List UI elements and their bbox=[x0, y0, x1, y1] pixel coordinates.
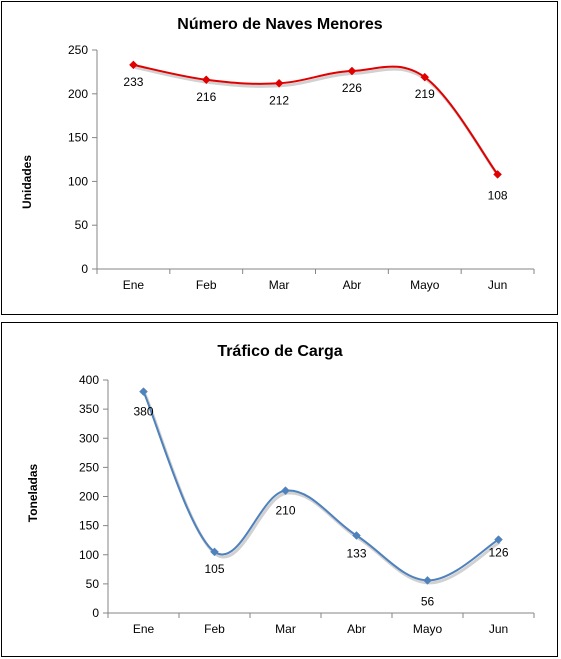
series-line bbox=[142, 391, 500, 582]
data-point bbox=[139, 387, 148, 397]
chart-trafico-carga: Tráfico de Carga Toneladas 0 50 100 150 200 2… bbox=[26, 343, 535, 636]
x-tick-label: Jun bbox=[488, 278, 507, 292]
data-point bbox=[493, 170, 502, 179]
x-tick-label: Abr bbox=[343, 278, 362, 292]
data-label: 108 bbox=[488, 188, 508, 202]
data-label: 233 bbox=[123, 75, 143, 89]
x-tick-label: Ene bbox=[123, 278, 145, 292]
y-tick-label: 0 bbox=[81, 262, 88, 276]
data-point bbox=[201, 75, 211, 85]
y-tick-label: 50 bbox=[75, 218, 89, 232]
plot-area: 0 50 100 150 200 250 Ene Feb Mar Abr Mayo Jun 233 216… bbox=[68, 43, 535, 292]
y-tick-label: 350 bbox=[79, 402, 99, 416]
data-label: 210 bbox=[275, 504, 295, 518]
y-axis-label: Toneladas bbox=[26, 463, 40, 522]
data-point bbox=[352, 531, 361, 540]
data-point bbox=[274, 78, 284, 88]
data-label: 212 bbox=[269, 93, 289, 107]
x-tick-label: Abr bbox=[347, 622, 366, 636]
y-tick-label: 250 bbox=[68, 43, 88, 57]
data-label: 105 bbox=[204, 562, 224, 576]
y-tick-label: 400 bbox=[79, 373, 99, 387]
data-label: 219 bbox=[415, 87, 435, 101]
data-label: 216 bbox=[196, 90, 216, 104]
plot-area: 0 50 100 150 200 250 300 350 400 Ene Feb Mar Abr Mayo… bbox=[79, 373, 535, 636]
y-tick-label: 150 bbox=[79, 519, 99, 533]
y-tick-label: 0 bbox=[92, 606, 99, 620]
y-tick-label: 100 bbox=[79, 548, 99, 562]
chart-panel-naves: Número de Naves Menores Unidades 0 50 100 1… bbox=[1, 1, 558, 315]
x-tick-label: Mar bbox=[269, 278, 290, 292]
data-point bbox=[347, 66, 357, 76]
data-label: 56 bbox=[421, 594, 435, 608]
data-point bbox=[281, 486, 290, 496]
x-tick-label: Mar bbox=[275, 622, 296, 636]
data-point bbox=[129, 60, 138, 70]
chart-naves-menores: Número de Naves Menores Unidades 0 50 100 1… bbox=[20, 16, 535, 292]
x-tick-label: Feb bbox=[204, 622, 225, 636]
chart-title: Número de Naves Menores bbox=[177, 16, 383, 33]
y-tick-label: 200 bbox=[68, 87, 88, 101]
y-tick-label: 250 bbox=[79, 460, 99, 474]
y-tick-label: 50 bbox=[86, 577, 100, 591]
x-tick-label: Jun bbox=[489, 622, 508, 636]
x-tick-label: Mayo bbox=[413, 622, 443, 636]
data-point bbox=[494, 535, 503, 544]
chart-title: Tráfico de Carga bbox=[217, 343, 342, 360]
data-label: 380 bbox=[133, 405, 153, 419]
data-point bbox=[420, 72, 430, 82]
series-line-shadow bbox=[134, 65, 501, 178]
data-label: 126 bbox=[488, 546, 508, 560]
y-tick-label: 200 bbox=[79, 490, 99, 504]
data-point bbox=[210, 547, 219, 557]
data-point bbox=[423, 576, 432, 585]
x-tick-label: Feb bbox=[196, 278, 217, 292]
data-label: 133 bbox=[346, 547, 366, 561]
x-tick-label: Ene bbox=[133, 622, 155, 636]
y-tick-label: 150 bbox=[68, 131, 88, 145]
y-axis-label: Unidades bbox=[20, 155, 34, 209]
y-tick-label: 300 bbox=[79, 431, 99, 445]
x-tick-label: Mayo bbox=[410, 278, 440, 292]
data-label: 226 bbox=[342, 81, 362, 95]
series-line-shadow bbox=[143, 393, 501, 585]
y-tick-label: 100 bbox=[68, 174, 88, 188]
chart-panel-carga: Tráfico de Carga Toneladas 0 50 100 150 200 2… bbox=[1, 322, 558, 657]
